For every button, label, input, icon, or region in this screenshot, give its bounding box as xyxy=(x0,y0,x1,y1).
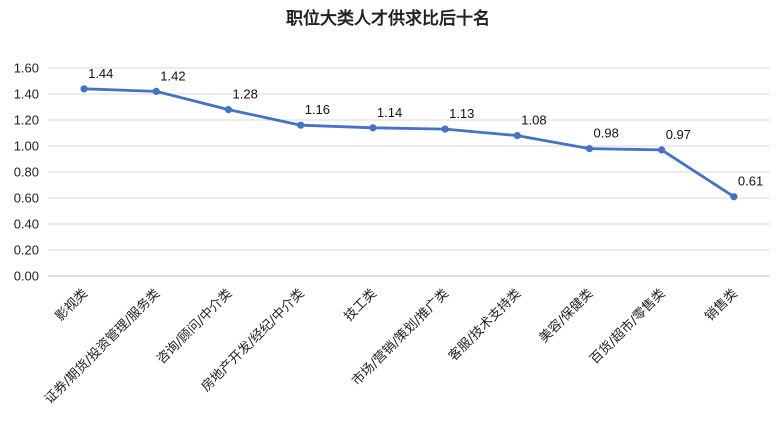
data-point xyxy=(369,124,377,132)
data-point xyxy=(80,85,88,93)
data-label: 1.28 xyxy=(233,87,258,102)
x-tick-label: 客服/技术支持类 xyxy=(445,286,524,365)
y-tick-label: 0.00 xyxy=(14,269,39,284)
series-line xyxy=(84,87,735,198)
x-tick-label: 百货/超市/零售类 xyxy=(587,286,669,368)
data-label: 1.13 xyxy=(449,106,474,121)
y-tick-label: 0.60 xyxy=(14,191,39,206)
data-point xyxy=(658,146,666,154)
y-axis-ticks: 0.00 0.20 0.40 0.60 0.80 1.00 1.20 1.40 1.60 xyxy=(14,61,39,284)
data-label: 1.08 xyxy=(521,113,546,128)
chart-title: 职位大类人才供求比后十名 xyxy=(286,8,490,29)
data-label: 0.97 xyxy=(666,127,691,142)
x-tick-label: 技工类 xyxy=(342,286,380,324)
data-label: 1.16 xyxy=(305,102,330,117)
y-tick-label: 0.80 xyxy=(14,165,39,180)
data-point xyxy=(730,193,738,201)
x-tick-label: 证券/期货/投资管理/服务类 xyxy=(41,286,163,408)
y-tick-label: 1.00 xyxy=(14,139,39,154)
y-tick-label: 0.40 xyxy=(14,217,39,232)
data-point xyxy=(152,87,160,95)
gridlines xyxy=(48,67,770,277)
data-label: 0.98 xyxy=(594,126,619,141)
data-point xyxy=(585,145,594,153)
x-tick-label: 销售类 xyxy=(702,286,741,325)
data-label: 0.61 xyxy=(738,174,763,189)
data-point xyxy=(224,106,233,114)
y-tick-label: 1.20 xyxy=(14,113,39,128)
data-point xyxy=(441,125,449,133)
x-tick-label: 咨询/顾问/中介类 xyxy=(154,286,235,367)
x-tick-label: 美容/保健类 xyxy=(536,286,596,346)
y-tick-label: 0.20 xyxy=(14,243,39,258)
x-tick-label: 影视类 xyxy=(53,286,91,324)
data-label: 1.44 xyxy=(88,66,113,81)
y-tick-label: 1.40 xyxy=(14,87,39,102)
data-label: 1.42 xyxy=(160,68,185,83)
series-layer xyxy=(80,85,738,201)
data-point xyxy=(297,121,305,129)
y-tick-label: 1.60 xyxy=(14,61,39,76)
data-labels: 1.44 1.42 1.28 1.16 1.14 1.13 1.08 0.98 0.97 0.61 xyxy=(88,66,763,189)
data-point xyxy=(513,132,521,140)
data-label: 1.14 xyxy=(377,105,402,120)
